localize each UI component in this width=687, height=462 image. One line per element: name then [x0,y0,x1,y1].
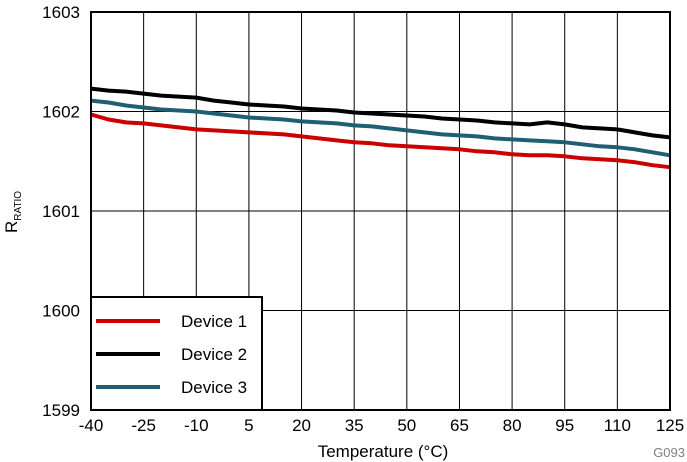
plot-frame [90,11,671,411]
y-tick-label: 1599 [42,401,80,420]
y-tick-label: 1602 [42,103,80,122]
x-tick-label: 50 [397,416,416,435]
y-axis-title: RRATIO [2,191,24,233]
legend-label-device-3: Device 3 [181,378,247,397]
x-tick-label: -10 [184,416,209,435]
series-line-device-1 [90,112,671,170]
series-line-device-2 [90,86,671,140]
x-axis-title: Temperature (°C) [318,442,449,461]
tick-labels: -40 -25 -10 5 20 35 50 65 80 95 110 125 1599 1600 1601… [42,3,684,435]
legend-label-device-1: Device 1 [181,312,247,331]
x-tick-label: 80 [503,416,522,435]
x-tick-label: 65 [450,416,469,435]
x-tick-label: -40 [79,416,104,435]
y-tick-label: 1600 [42,302,80,321]
x-tick-label: 35 [345,416,364,435]
y-axis-title-main: R [2,221,21,233]
y-axis-title-sub: RATIO [13,191,24,221]
y-tick-label: 1601 [42,202,80,221]
x-tick-label: 20 [292,416,311,435]
figure-id: G093 [653,445,685,460]
legend-label-device-2: Device 2 [181,345,247,364]
x-tick-label: 125 [656,416,684,435]
series-line-device-3 [90,98,671,158]
y-tick-label: 1603 [42,3,80,22]
x-tick-label: 95 [555,416,574,435]
x-tick-label: -25 [131,416,156,435]
x-tick-label: 110 [604,416,631,435]
legend: Device 1 Device 2 Device 3 [90,296,263,411]
x-tick-label: 5 [244,416,253,435]
series-layer [90,86,671,170]
